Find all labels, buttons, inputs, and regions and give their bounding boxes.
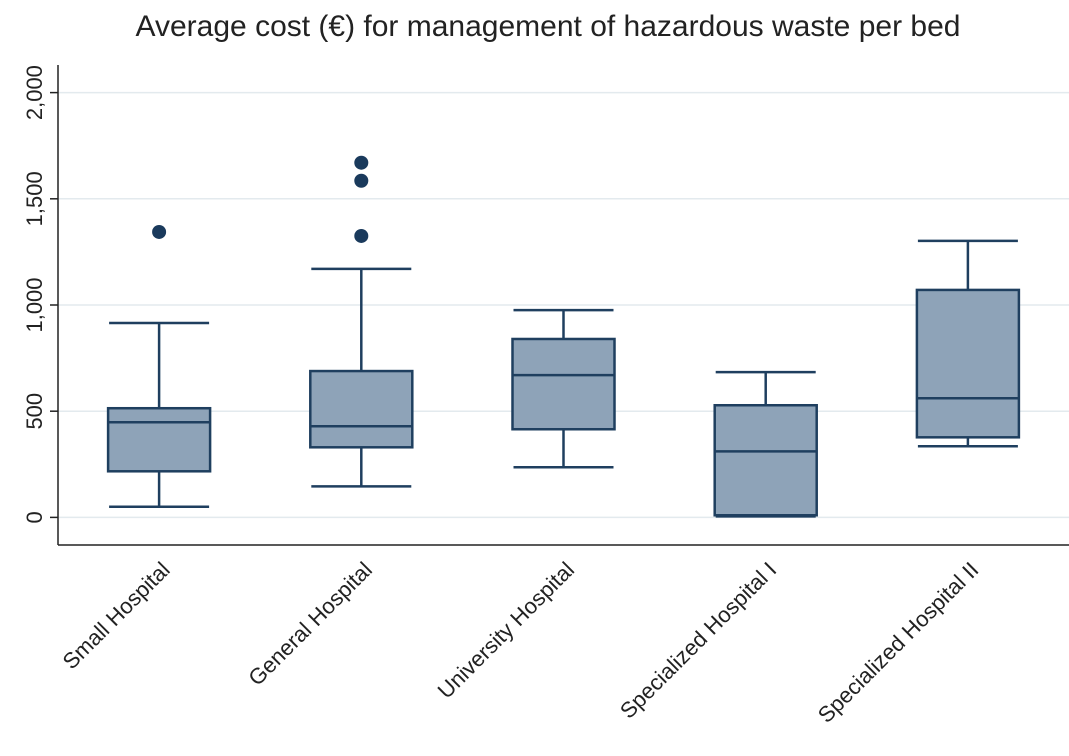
y-tick-label: 1,500 [22,171,47,226]
box [511,337,616,431]
x-tick-label: Specialized Hospital II [813,557,984,728]
box [106,406,212,473]
chart-title: Average cost (€) for management of hazar… [136,10,961,43]
outlier [354,173,369,188]
x-tick-label: General Hospital [243,557,377,691]
x-tick-label: Specialized Hospital I [615,557,781,723]
y-tick-label: 500 [22,393,47,430]
y-tick-label: 0 [22,511,47,523]
y-tick-label: 2,000 [22,65,47,120]
box [309,369,414,449]
x-tick-label: Small Hospital [58,557,175,674]
outlier [354,228,369,243]
box [915,288,1021,439]
outlier [152,224,167,239]
y-tick-label: 1,000 [22,277,47,332]
outlier [354,155,369,170]
box [713,403,818,517]
x-tick-label: University Hospital [433,557,579,703]
